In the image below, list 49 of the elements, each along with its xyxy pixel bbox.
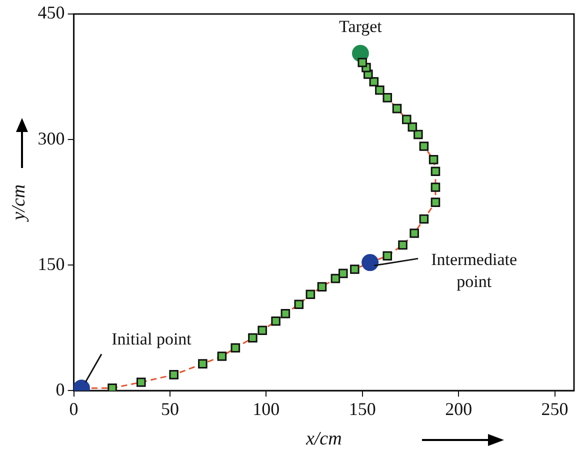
y-tick-label: 450 [38,2,65,23]
point [338,268,348,278]
y-tick-label: 0 [56,379,65,400]
annotation: Intermediate point [431,250,518,292]
x-axis-title: x/cm [304,428,342,450]
point [430,182,440,192]
point [428,154,438,164]
point [306,290,316,299]
point [369,77,379,86]
point [271,316,280,326]
point [294,300,304,310]
point [136,378,146,387]
point [414,130,423,140]
point [430,166,440,176]
point [248,333,258,343]
point [350,264,360,274]
point [330,274,340,284]
point [198,359,208,368]
y-tick-label: 150 [38,254,65,274]
point [280,308,290,318]
point [408,122,418,132]
x-tick-label: 250 [541,399,568,420]
point [402,114,412,124]
x-tick-label: 0 [69,399,78,420]
point [419,214,429,224]
point [398,240,408,250]
point [358,58,368,68]
point [108,383,117,391]
point [230,343,240,353]
point [362,254,379,272]
point [382,251,392,260]
point [419,142,429,151]
point [217,352,227,361]
point [169,370,178,380]
x-tick-label: 100 [252,399,280,420]
annotation: Target [339,16,382,36]
x-tick-label: 50 [160,399,179,420]
point [410,228,419,238]
x-tick-label: 150 [348,399,376,420]
point [317,282,327,292]
x-tick-label: 200 [445,399,472,420]
annotation: Initial point [112,330,192,349]
y-tick-label: 300 [38,128,65,148]
point [382,93,392,102]
y-axis-title: y/cm [8,184,30,222]
point [392,104,402,114]
point [258,326,267,335]
point [430,198,440,207]
point [375,86,384,95]
